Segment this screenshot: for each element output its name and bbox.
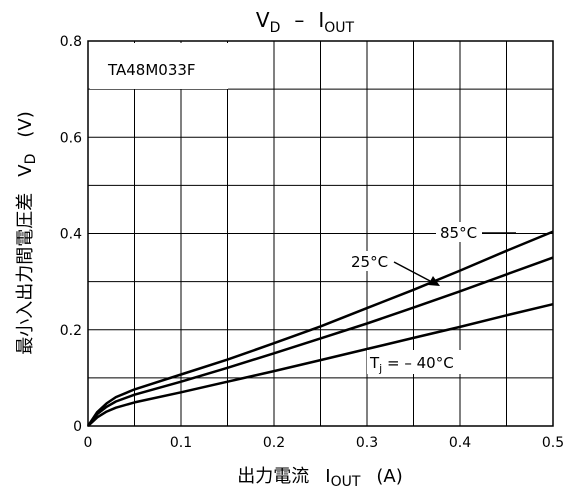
y-tick-label: 0.8 <box>60 34 82 50</box>
annotation-25c-bg <box>348 251 394 271</box>
x-axis-label: 出力電流 IOUT (A) <box>237 466 403 490</box>
annotation-25c: 25°C <box>348 251 440 286</box>
y-tick-label: 0.2 <box>60 323 82 339</box>
y-tick-label: 0 <box>73 419 82 435</box>
y-tick-labels: 0 0.2 0.4 0.6 0.8 <box>60 34 82 435</box>
x-tick-label: 0.2 <box>263 435 285 451</box>
annotation-25c-arrowhead <box>428 276 440 286</box>
x-tick-label: 0 <box>84 435 93 451</box>
series-line-0 <box>86 230 554 427</box>
annotation-85c-label: 85°C <box>440 224 477 242</box>
annotation-minus40c-label: Tj = – 40°C <box>369 354 454 375</box>
device-label-box <box>90 43 228 89</box>
x-tick-label: 0.4 <box>449 435 471 451</box>
series-line-1 <box>87 256 554 427</box>
y-axis-label: 最小入出力間電圧差VD(V) <box>15 111 39 354</box>
series-line-2 <box>87 302 554 427</box>
y-tick-label: 0.4 <box>60 227 82 243</box>
chart-title: VD – IOUT <box>256 8 355 36</box>
y-tick-label: 0.6 <box>60 130 82 146</box>
annotation-25c-label: 25°C <box>351 253 388 271</box>
annotation-minus40c: Tj = – 40°C <box>367 350 463 375</box>
x-tick-label: 0.3 <box>356 435 378 451</box>
annotation-minus40c-bg <box>367 350 463 374</box>
x-tick-label: 0.5 <box>542 435 564 451</box>
x-tick-labels: 0 0.1 0.2 0.3 0.4 0.5 <box>84 435 565 451</box>
annotation-25c-arrow <box>393 261 433 283</box>
annotation-85c: 85°C <box>436 222 516 242</box>
series-layer <box>86 230 554 427</box>
annotation-85c-bg <box>436 222 482 242</box>
grid <box>88 41 553 426</box>
device-label: TA48M033F <box>107 61 196 79</box>
x-tick-label: 0.1 <box>170 435 192 451</box>
